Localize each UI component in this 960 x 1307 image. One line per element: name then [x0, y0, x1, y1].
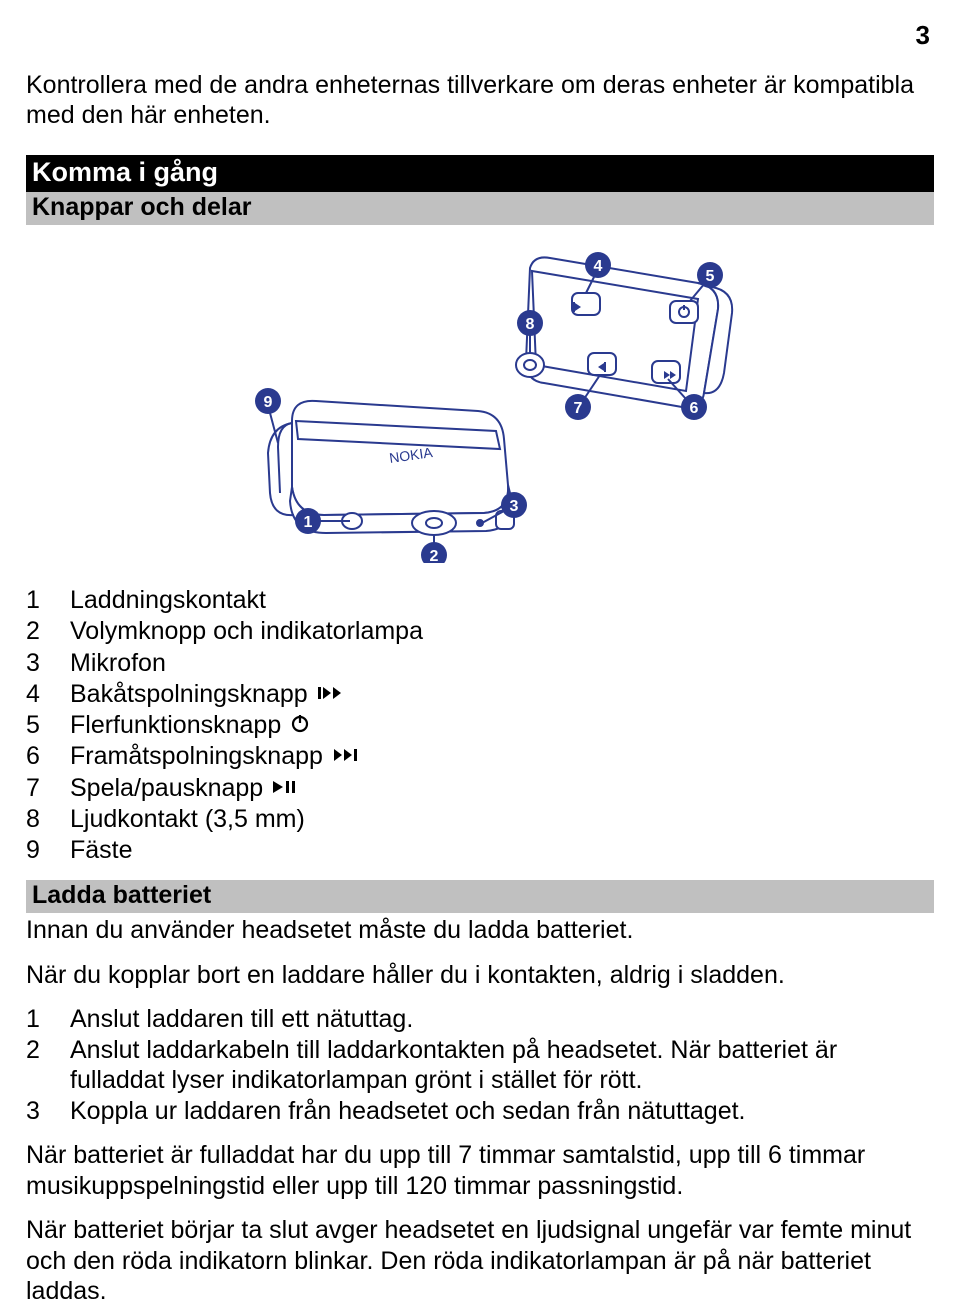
- play-pause-icon: [271, 773, 297, 804]
- forward-icon: [331, 741, 361, 772]
- legend-number: 9: [26, 835, 70, 866]
- svg-text:1: 1: [304, 514, 313, 531]
- after-steps-paragraph-1: När batteriet är fulladdat har du upp ti…: [26, 1140, 934, 1201]
- legend-label: Bakåtspolningsknapp: [70, 679, 308, 710]
- svg-text:5: 5: [706, 268, 715, 285]
- legend-number: 2: [26, 616, 70, 647]
- legend-item: 8 Ljudkontakt (3,5 mm): [26, 804, 934, 835]
- svg-text:3: 3: [510, 498, 519, 515]
- step-number: 1: [26, 1004, 70, 1035]
- step-text: Anslut laddarkabeln till laddarkontakten…: [70, 1035, 934, 1096]
- step-number: 3: [26, 1096, 70, 1127]
- svg-text:2: 2: [430, 548, 439, 563]
- step-item: 1 Anslut laddaren till ett nätuttag.: [26, 1004, 934, 1035]
- charge-intro: Innan du använder headsetet måste du lad…: [26, 915, 934, 946]
- legend-label: Volymknopp och indikatorlampa: [70, 616, 423, 647]
- legend-number: 8: [26, 804, 70, 835]
- legend-label: Flerfunktionsknapp: [70, 710, 281, 741]
- step-item: 2 Anslut laddarkabeln till laddarkontakt…: [26, 1035, 934, 1096]
- legend-item: 6 Framåtspolningsknapp: [26, 741, 934, 772]
- after-steps-paragraph-2: När batteriet börjar ta slut avger heads…: [26, 1215, 934, 1307]
- steps-list: 1 Anslut laddaren till ett nätuttag. 2 A…: [26, 1004, 934, 1126]
- svg-text:8: 8: [526, 316, 535, 333]
- page: 3 Kontrollera med de andra enheternas ti…: [0, 0, 960, 1282]
- legend-item: 4 Bakåtspolningsknapp: [26, 679, 934, 710]
- legend-label: Laddningskontakt: [70, 585, 266, 616]
- legend-label: Framåtspolningsknapp: [70, 741, 323, 772]
- diagram-svg: NOKIA 4 5: [200, 243, 760, 563]
- section-heading-gray-1: Knappar och delar: [26, 192, 934, 225]
- legend-label: Ljudkontakt (3,5 mm): [70, 804, 305, 835]
- legend-number: 5: [26, 710, 70, 741]
- step-text: Anslut laddaren till ett nätuttag.: [70, 1004, 934, 1035]
- rewind-icon: [316, 679, 346, 710]
- legend-list: 1 Laddningskontakt 2 Volymknopp och indi…: [26, 585, 934, 866]
- legend-item: 1 Laddningskontakt: [26, 585, 934, 616]
- step-item: 3 Koppla ur laddaren från headsetet och …: [26, 1096, 934, 1127]
- legend-number: 7: [26, 773, 70, 804]
- legend-item: 9 Fäste: [26, 835, 934, 866]
- legend-item: 7 Spela/pausknapp: [26, 773, 934, 804]
- legend-number: 6: [26, 741, 70, 772]
- svg-text:7: 7: [574, 400, 583, 417]
- page-number: 3: [916, 20, 930, 51]
- legend-label: Mikrofon: [70, 648, 166, 679]
- legend-item: 3 Mikrofon: [26, 648, 934, 679]
- legend-label: Spela/pausknapp: [70, 773, 263, 804]
- section-heading-black: Komma i gång: [26, 155, 934, 192]
- svg-text:9: 9: [264, 394, 273, 411]
- svg-text:6: 6: [690, 400, 699, 417]
- step-number: 2: [26, 1035, 70, 1096]
- svg-text:4: 4: [594, 258, 603, 275]
- legend-label: Fäste: [70, 835, 133, 866]
- legend-item: 5 Flerfunktionsknapp: [26, 710, 934, 741]
- section-heading-gray-2: Ladda batteriet: [26, 880, 934, 913]
- legend-number: 3: [26, 648, 70, 679]
- legend-number: 1: [26, 585, 70, 616]
- legend-item: 2 Volymknopp och indikatorlampa: [26, 616, 934, 647]
- intro-paragraph: Kontrollera med de andra enheternas till…: [26, 70, 934, 130]
- charge-note: När du kopplar bort en laddare håller du…: [26, 960, 934, 991]
- device-diagram: NOKIA 4 5: [26, 243, 934, 563]
- multifunction-icon: [289, 710, 311, 741]
- step-text: Koppla ur laddaren från headsetet och se…: [70, 1096, 934, 1127]
- legend-number: 4: [26, 679, 70, 710]
